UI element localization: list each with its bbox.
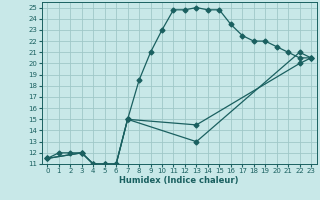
X-axis label: Humidex (Indice chaleur): Humidex (Indice chaleur) xyxy=(119,176,239,185)
